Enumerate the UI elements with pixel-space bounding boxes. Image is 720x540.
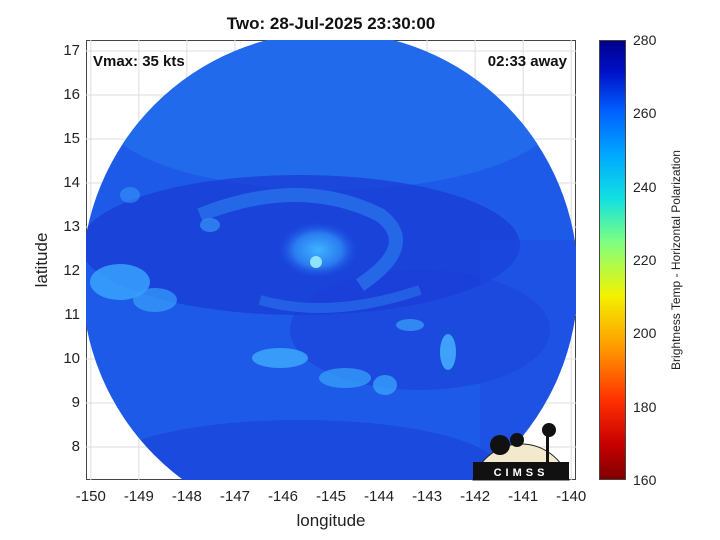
logo-text: CIMSS — [494, 467, 549, 479]
x-tick-label: -148 — [171, 488, 202, 505]
colorbar-label: Brightness Temp - Horizontal Polarizatio… — [669, 150, 683, 370]
x-tick-label: -143 — [412, 488, 443, 505]
cimss-logo: CIMSS — [472, 423, 570, 481]
y-tick-label: 11 — [64, 306, 80, 323]
colorbar-tick-label: 220 — [633, 252, 657, 268]
y-tick-label: 17 — [63, 42, 80, 59]
time-away-annotation: 02:33 away — [487, 53, 567, 70]
x-tick-label: -142 — [460, 488, 491, 505]
x-tick-label: -150 — [75, 488, 106, 505]
x-tick-label: -145 — [315, 488, 347, 505]
x-tick-label: -141 — [508, 488, 539, 505]
x-tick-label: -149 — [123, 488, 154, 505]
y-tick-label: 13 — [63, 218, 80, 235]
y-tick-label: 16 — [63, 86, 80, 103]
colorbar-tick-label: 260 — [633, 105, 657, 122]
colorbar-tick-label: 160 — [633, 472, 657, 488]
x-axis-label: longitude — [296, 511, 366, 530]
y-tick-label: 14 — [63, 174, 80, 191]
brightness-swath — [86, 40, 576, 480]
vmax-annotation: Vmax: 35 kts — [93, 53, 185, 70]
chart-title: Two: 28-Jul-2025 23:30:00 — [226, 14, 436, 33]
colorbar-tick-label: 200 — [633, 325, 657, 342]
x-tick-label: -146 — [267, 488, 298, 505]
y-tick-label: 10 — [63, 350, 80, 367]
colorbar-tick-label: 240 — [633, 178, 657, 195]
y-tick-label: 12 — [63, 262, 80, 279]
y-axis-label: latitude — [32, 232, 51, 288]
colorbar — [599, 40, 626, 480]
x-tick-label: -144 — [364, 488, 395, 505]
colorbar-tick-label: 280 — [633, 32, 657, 48]
y-tick-label: 15 — [63, 130, 80, 147]
x-tick-label: -147 — [219, 488, 250, 505]
y-tick-label: 9 — [71, 394, 80, 411]
y-tick-label: 8 — [71, 438, 80, 455]
colorbar-tick-label: 180 — [633, 398, 657, 415]
x-tick-label: -140 — [556, 488, 587, 505]
